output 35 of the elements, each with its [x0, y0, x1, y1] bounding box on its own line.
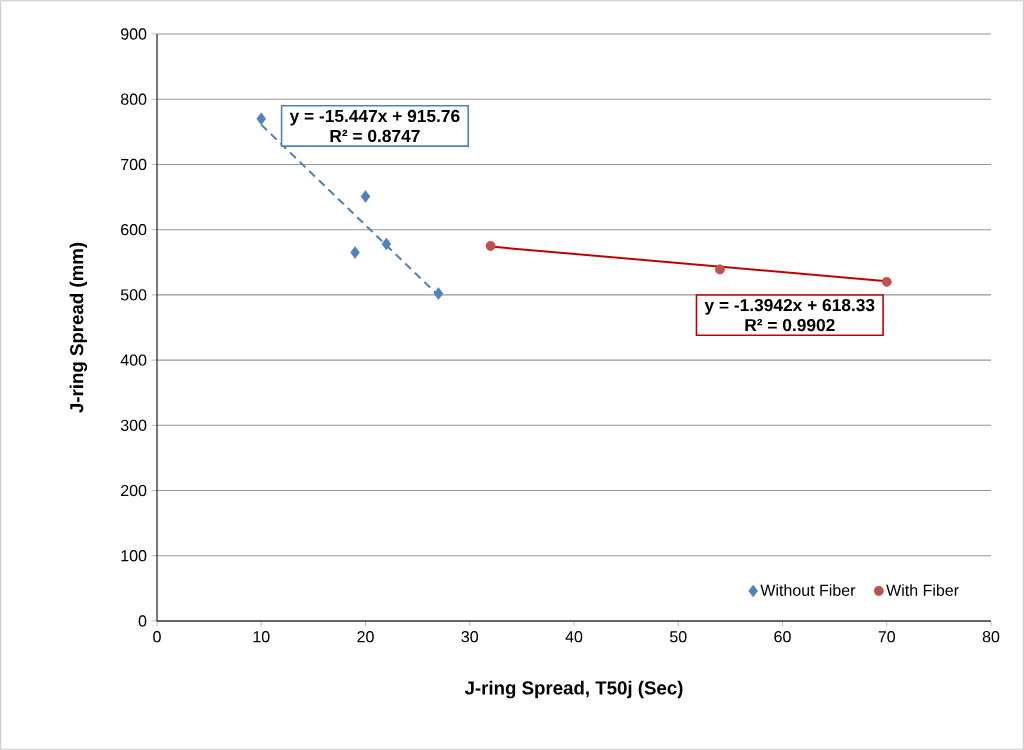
- legend-label: With Fiber: [886, 584, 959, 596]
- x-tick-label: 40: [565, 631, 583, 643]
- x-tick-label: 20: [357, 631, 374, 643]
- x-tick-label: 80: [982, 631, 1000, 643]
- y-tick-label: 300: [120, 419, 147, 431]
- x-tick-label: 0: [153, 631, 161, 643]
- x-tick-label: 60: [774, 631, 791, 643]
- point: [485, 241, 496, 251]
- annotation: y = -1.3942x + 618.33: [704, 298, 875, 315]
- y-tick-label: 100: [121, 550, 147, 562]
- point: [433, 287, 444, 300]
- point: [715, 264, 725, 275]
- annotation: R² = 0.8747: [330, 129, 420, 143]
- y-tick-label: 600: [121, 224, 147, 236]
- annotation: R² = 0.9902: [745, 318, 835, 332]
- x-tick-label: 10: [253, 631, 270, 643]
- y-tick-label: 700: [121, 158, 147, 171]
- annotation: y = -15.447x + 915.76: [289, 109, 460, 126]
- y-axis-title: J-ring Spread (mm): [69, 242, 88, 413]
- y-tick-label: 0: [138, 615, 147, 627]
- point: [360, 190, 371, 203]
- point: [256, 112, 267, 126]
- y-tick-label: 900: [121, 28, 147, 40]
- x-axis-title: J-ring Spread, T50j (Sec): [464, 680, 683, 699]
- y-tick-label: 500: [120, 289, 147, 301]
- legend-label: Without Fiber: [760, 584, 856, 596]
- point: [381, 237, 392, 251]
- point: [881, 276, 892, 287]
- x-tick-label: 50: [670, 631, 687, 643]
- x-tick-label: 70: [878, 631, 896, 643]
- y-tick-label: 200: [121, 484, 147, 497]
- point: [350, 246, 360, 259]
- y-tick-label: 400: [120, 354, 147, 366]
- y-tick-label: 800: [120, 93, 147, 105]
- x-tick-label: 30: [461, 631, 479, 643]
